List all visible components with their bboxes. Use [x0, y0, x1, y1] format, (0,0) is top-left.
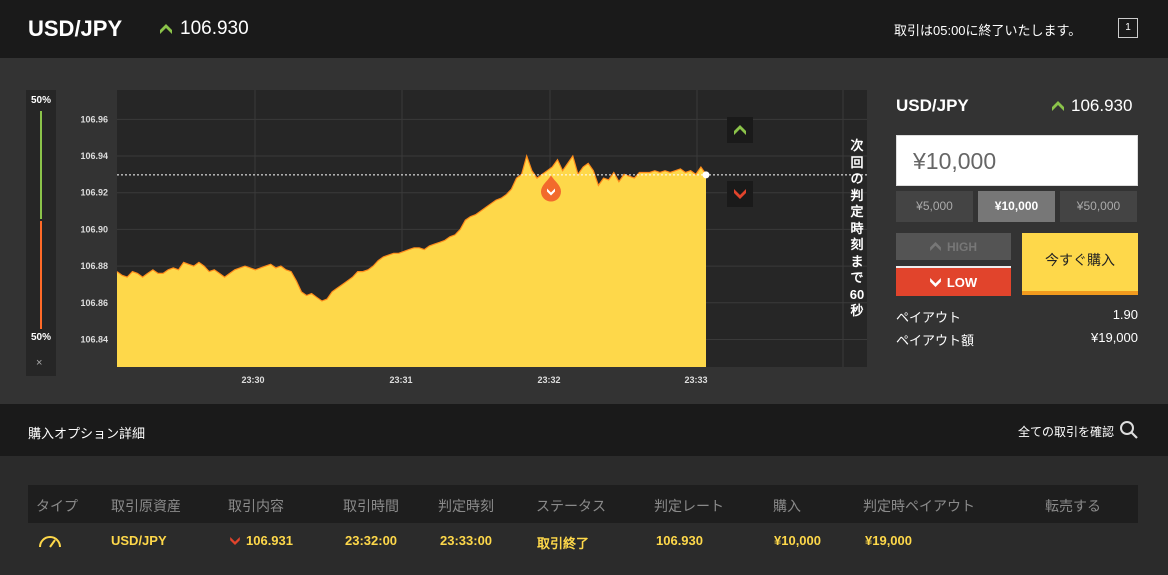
row-judge-rate: 106.930: [656, 533, 703, 548]
col-content: 取引内容: [228, 498, 284, 514]
chart-y-tick: 106.84: [80, 334, 108, 344]
chart-line: [116, 154, 707, 302]
sentiment-high-pct: 50%: [31, 95, 52, 106]
col-judge-time: 判定時刻: [438, 498, 494, 514]
row-judge-time: 23:33:00: [440, 533, 493, 548]
gauge-icon: [39, 536, 61, 548]
row-status: 取引終了: [537, 536, 590, 551]
col-type: タイプ: [36, 498, 78, 514]
row-content-value: 106.931: [246, 533, 293, 548]
down-arrow-icon: [230, 536, 240, 545]
payout-amount-value: ¥19,000: [1091, 330, 1138, 345]
amount-input[interactable]: ¥10,000: [896, 135, 1138, 186]
chart-x-tick: 23:33: [684, 375, 707, 385]
next-judgement-countdown: 次回の判定時刻まで60秒: [849, 138, 865, 318]
row-payout: ¥19,000: [865, 533, 912, 548]
panel-rate: 106.930: [1052, 96, 1132, 116]
chart-y-tick: 106.88: [80, 261, 108, 271]
chart-area: [117, 156, 706, 367]
up-arrow-icon: [1052, 101, 1064, 111]
chart-y-tick: 106.86: [80, 298, 108, 308]
row-content: 106.931: [230, 533, 293, 548]
high-button-label: HIGH: [947, 239, 977, 254]
up-arrow-icon: [160, 24, 172, 34]
session-end-notice: 取引は05:00に終了いたします。: [894, 23, 1082, 38]
chart-x-tick: 23:31: [389, 375, 412, 385]
chart-y-tick: 106.94: [80, 151, 108, 161]
chart-high-button[interactable]: [727, 117, 753, 143]
view-all-trades-link[interactable]: 全ての取引を確認: [1018, 425, 1115, 439]
panel-rate-value: 106.930: [1071, 96, 1133, 115]
low-button-label: LOW: [946, 274, 978, 290]
header-rate: 106.930: [160, 18, 249, 40]
col-payout: 判定時ペイアウト: [863, 498, 975, 514]
sentiment-close-button[interactable]: ×: [36, 357, 43, 369]
options-section-title: 購入オプション詳細: [28, 426, 146, 441]
amount-50000-button[interactable]: ¥50,000: [1060, 191, 1137, 222]
header-rate-value: 106.930: [180, 18, 249, 39]
price-chart-svg: 106.96 106.94 106.92 106.90 106.88 106.86 106.…: [80, 90, 868, 385]
payout-value: 1.90: [1112, 307, 1138, 322]
chart-y-tick: 106.96: [80, 114, 108, 124]
panel-pair: USD/JPY: [896, 96, 969, 115]
amount-10000-button[interactable]: ¥10,000: [978, 191, 1055, 222]
payout-label: ペイアウト: [896, 310, 962, 325]
row-asset: USD/JPY: [111, 533, 167, 548]
col-asset: 取引原資産: [111, 498, 181, 514]
col-judge-rate: 判定レート: [654, 498, 724, 514]
low-button[interactable]: LOW: [896, 266, 1011, 296]
payout-amount-label: ペイアウト額: [896, 333, 975, 348]
high-button[interactable]: HIGH: [896, 233, 1011, 260]
sentiment-high-fill: [40, 111, 42, 219]
amount-5000-button[interactable]: ¥5,000: [896, 191, 973, 222]
price-chart: 106.96 106.94 106.92 106.90 106.88 106.86 106.…: [64, 90, 868, 390]
up-arrow-icon: [734, 125, 746, 135]
window-count-button[interactable]: 1: [1118, 18, 1138, 38]
col-purchase: 購入: [773, 498, 801, 514]
col-status: ステータス: [536, 498, 606, 514]
buy-now-button[interactable]: 今すぐ購入: [1022, 233, 1138, 295]
top-header: USD/JPY 106.930 取引は05:00に終了いたします。 1: [0, 0, 1168, 58]
chart-y-tick: 106.92: [80, 188, 108, 198]
chart-y-tick: 106.90: [80, 224, 108, 234]
chart-x-tick: 23:32: [537, 375, 560, 385]
trades-table-header: [28, 485, 1138, 523]
row-purchase: ¥10,000: [774, 533, 821, 548]
sentiment-low-fill: [40, 221, 42, 329]
chart-x-tick: 23:30: [241, 375, 264, 385]
current-rate-dot: [702, 171, 710, 179]
row-trade-time: 23:32:00: [345, 533, 398, 548]
down-arrow-icon: [734, 189, 746, 199]
entry-marker-arrow: [547, 188, 555, 196]
entry-marker-icon: [541, 175, 561, 202]
col-resale: 転売する: [1045, 498, 1101, 514]
header-pair: USD/JPY: [28, 16, 123, 41]
up-arrow-icon: [930, 242, 941, 251]
sentiment-low-pct: 50%: [31, 332, 52, 343]
search-icon[interactable]: [1119, 420, 1139, 440]
chart-low-button[interactable]: [727, 181, 753, 207]
down-arrow-icon: [929, 277, 941, 287]
col-trade-time: 取引時間: [343, 498, 399, 514]
options-section-bar: [0, 404, 1168, 456]
